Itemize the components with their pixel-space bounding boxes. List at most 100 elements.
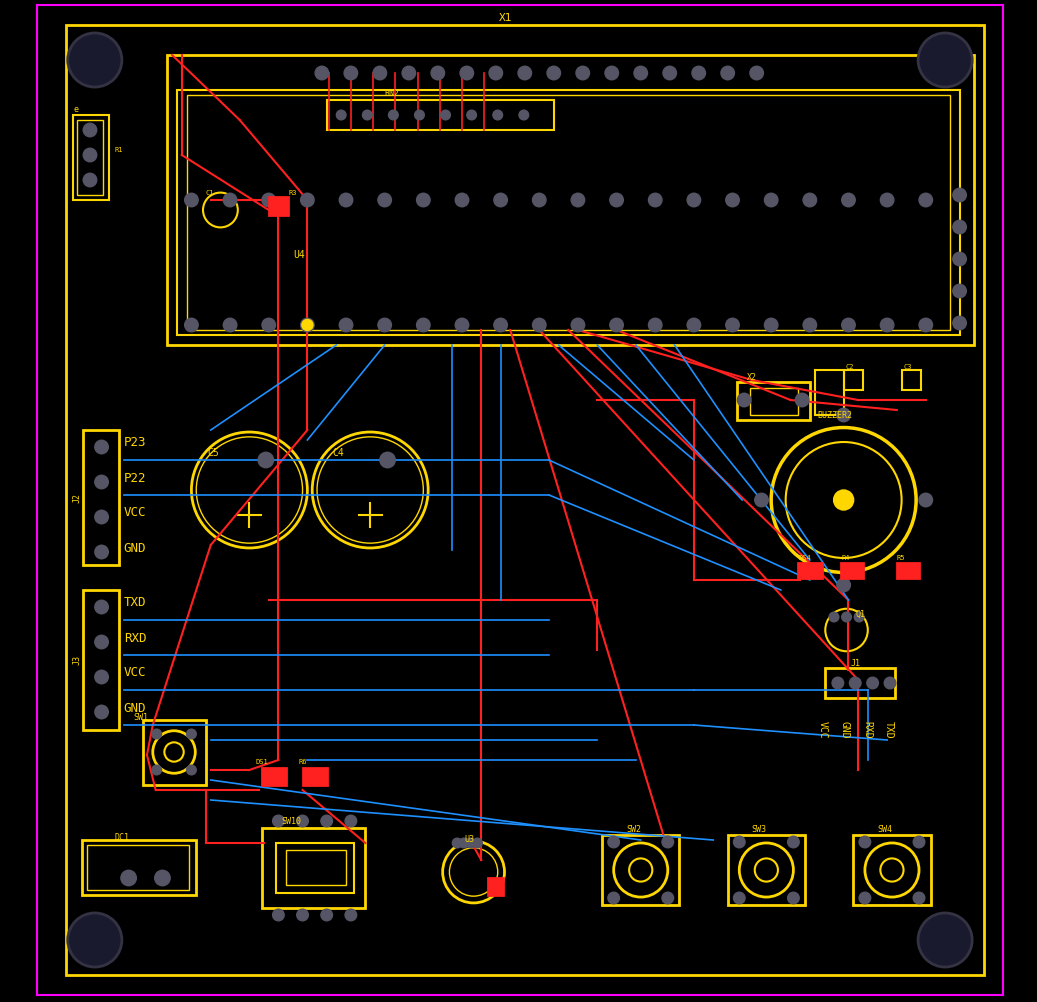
- Circle shape: [837, 578, 850, 592]
- Circle shape: [608, 837, 619, 848]
- Bar: [83, 430, 119, 565]
- Circle shape: [721, 66, 734, 80]
- Text: J3: J3: [73, 655, 82, 665]
- Circle shape: [155, 871, 170, 886]
- Text: P23: P23: [123, 437, 146, 450]
- Bar: [327, 100, 554, 130]
- Bar: [844, 370, 863, 390]
- Text: RXD: RXD: [123, 631, 146, 644]
- Circle shape: [859, 837, 871, 848]
- Bar: [897, 563, 919, 578]
- Bar: [750, 388, 798, 415]
- Circle shape: [94, 670, 108, 683]
- Circle shape: [452, 838, 461, 848]
- Circle shape: [336, 110, 346, 120]
- Circle shape: [380, 452, 395, 468]
- Circle shape: [431, 66, 445, 80]
- Circle shape: [315, 66, 329, 80]
- Text: DC1: DC1: [114, 833, 130, 842]
- Text: X2: X2: [747, 374, 757, 383]
- Circle shape: [187, 766, 196, 775]
- Text: GND: GND: [123, 701, 146, 714]
- Circle shape: [466, 838, 476, 848]
- Circle shape: [301, 319, 314, 332]
- Text: C1: C1: [206, 190, 215, 196]
- Bar: [262, 828, 365, 908]
- Circle shape: [402, 66, 416, 80]
- Circle shape: [608, 892, 619, 904]
- Circle shape: [605, 66, 618, 80]
- Circle shape: [648, 319, 662, 332]
- Circle shape: [834, 490, 853, 510]
- Text: Q1: Q1: [856, 609, 865, 618]
- Circle shape: [467, 110, 476, 120]
- Circle shape: [533, 193, 546, 206]
- Circle shape: [83, 148, 96, 161]
- Bar: [78, 120, 103, 195]
- Circle shape: [688, 319, 701, 332]
- Text: P22: P22: [123, 472, 146, 485]
- Text: J1: J1: [850, 658, 861, 667]
- Circle shape: [795, 393, 809, 407]
- Circle shape: [273, 909, 284, 921]
- Text: TXD: TXD: [123, 596, 146, 609]
- Circle shape: [663, 66, 676, 80]
- Circle shape: [339, 319, 353, 332]
- Bar: [602, 835, 679, 905]
- Bar: [262, 768, 286, 785]
- Circle shape: [377, 319, 391, 332]
- Circle shape: [764, 193, 778, 206]
- Bar: [167, 55, 974, 345]
- Circle shape: [849, 677, 861, 688]
- Circle shape: [750, 66, 763, 80]
- Bar: [82, 840, 196, 895]
- Bar: [815, 370, 844, 415]
- Bar: [177, 90, 959, 335]
- Circle shape: [185, 193, 198, 206]
- Circle shape: [726, 193, 739, 206]
- Circle shape: [417, 319, 430, 332]
- Circle shape: [262, 319, 276, 332]
- Circle shape: [733, 892, 746, 904]
- Text: SW4: SW4: [877, 826, 893, 835]
- Circle shape: [918, 913, 972, 967]
- Circle shape: [733, 837, 746, 848]
- Circle shape: [648, 193, 662, 206]
- Text: DS4: DS4: [798, 555, 811, 561]
- Bar: [286, 850, 346, 885]
- Text: SW3: SW3: [752, 826, 766, 835]
- Bar: [143, 720, 206, 785]
- Circle shape: [518, 110, 529, 120]
- Circle shape: [533, 319, 546, 332]
- Circle shape: [953, 188, 966, 201]
- Circle shape: [151, 766, 162, 775]
- Circle shape: [494, 319, 507, 332]
- Bar: [488, 878, 503, 895]
- Circle shape: [455, 319, 469, 332]
- Circle shape: [634, 66, 647, 80]
- Circle shape: [571, 193, 585, 206]
- Circle shape: [919, 493, 932, 507]
- Circle shape: [837, 408, 850, 422]
- Circle shape: [94, 475, 108, 489]
- Bar: [87, 845, 190, 890]
- Circle shape: [320, 909, 333, 921]
- Circle shape: [755, 493, 768, 507]
- Text: U3: U3: [465, 836, 475, 845]
- Circle shape: [546, 66, 561, 80]
- Circle shape: [914, 892, 925, 904]
- Circle shape: [94, 600, 108, 614]
- Circle shape: [764, 319, 778, 332]
- Text: J2: J2: [73, 493, 82, 503]
- Text: U4: U4: [292, 250, 305, 260]
- Circle shape: [94, 635, 108, 648]
- Text: VCC: VCC: [817, 721, 828, 738]
- Circle shape: [610, 319, 623, 332]
- Circle shape: [494, 193, 507, 206]
- Circle shape: [67, 33, 122, 87]
- Circle shape: [953, 285, 966, 298]
- Circle shape: [854, 612, 864, 622]
- Text: C5: C5: [207, 448, 219, 458]
- Circle shape: [187, 729, 196, 738]
- Text: DS1: DS1: [255, 759, 268, 765]
